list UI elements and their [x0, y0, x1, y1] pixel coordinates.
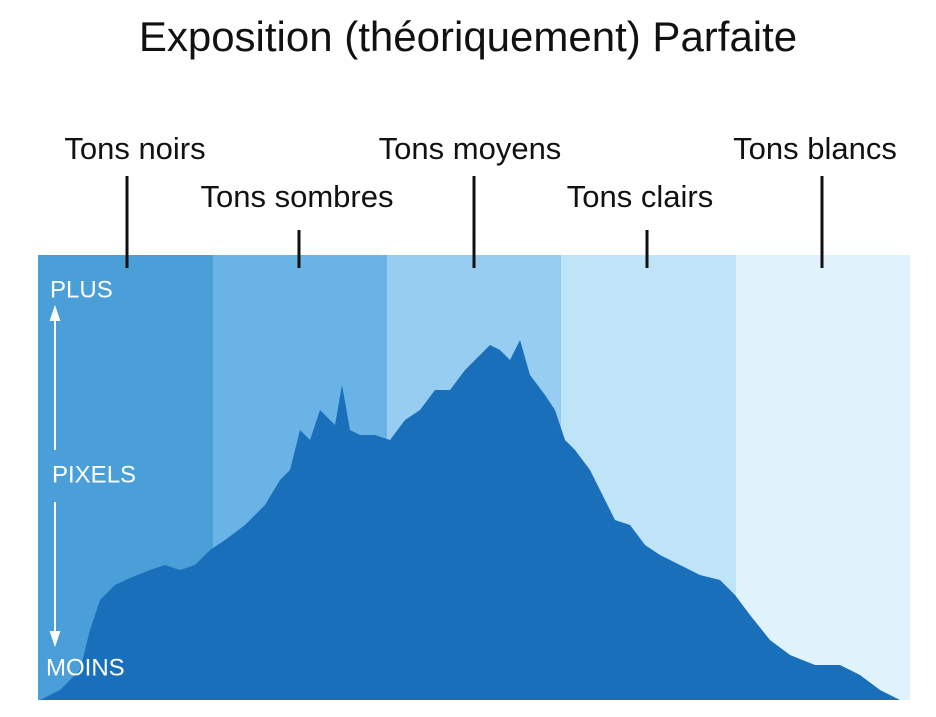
zone-label: Tons blancs	[733, 131, 897, 166]
axis-top-label: PLUS	[50, 276, 113, 303]
band	[736, 255, 910, 700]
title: Exposition (théoriquement) Parfaite	[139, 13, 797, 60]
zone-label: Tons noirs	[64, 131, 205, 166]
axis-middle-label: PIXELS	[52, 461, 136, 488]
zone-label: Tons sombres	[201, 179, 394, 214]
axis-bottom-label: MOINS	[46, 654, 125, 681]
zone-pointers	[125, 176, 824, 268]
arrow-head	[49, 631, 61, 648]
zone-label: Tons moyens	[379, 131, 562, 166]
arrow-head	[49, 304, 61, 321]
zone-label: Tons clairs	[567, 179, 713, 214]
histogram	[40, 340, 900, 700]
axis-arrows	[49, 304, 61, 648]
